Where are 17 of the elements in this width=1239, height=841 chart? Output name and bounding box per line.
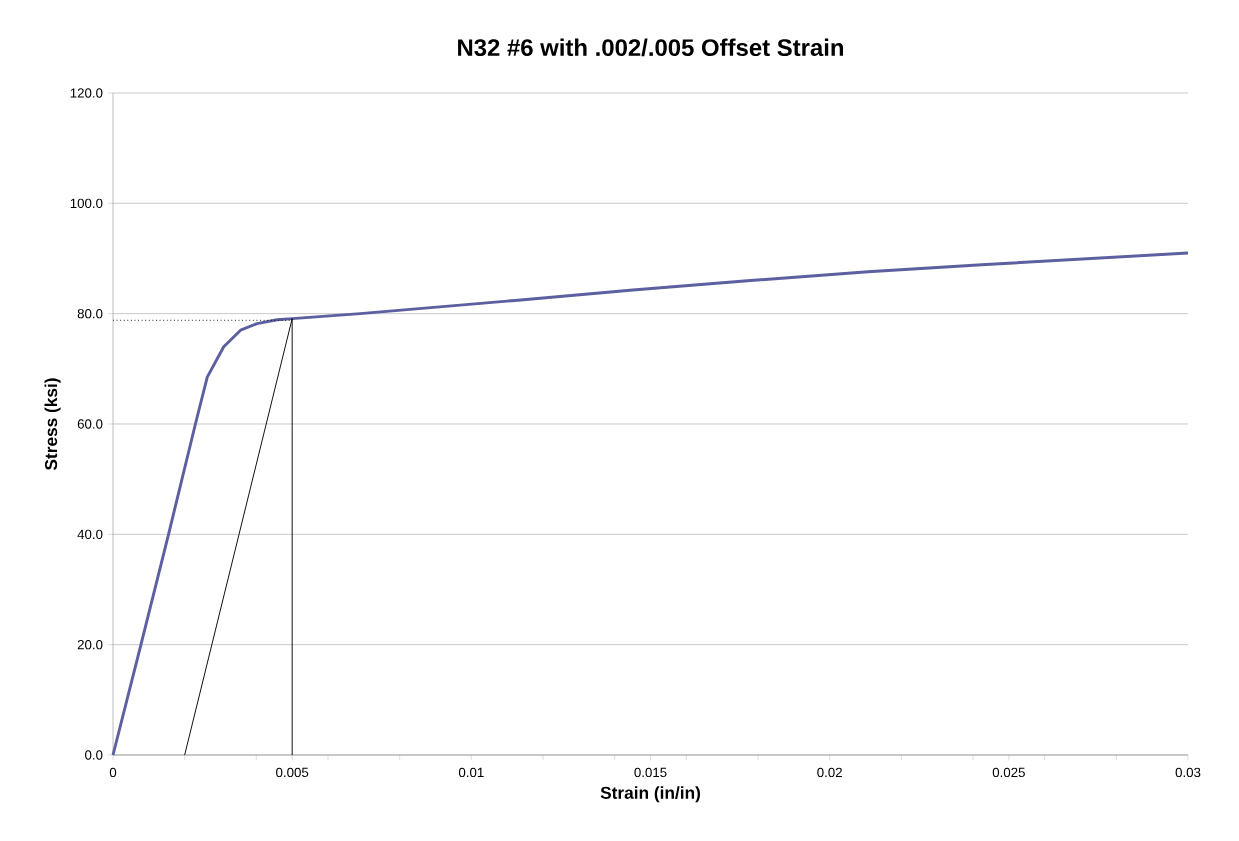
y-tick-label: 0.0 [85, 750, 103, 760]
y-tick-label: 40.0 [77, 529, 103, 540]
x-tick-label: 0.025 [992, 767, 1025, 778]
x-tick-label: 0.03 [1175, 767, 1201, 778]
x-tick-label: 0 [109, 767, 117, 778]
x-axis-title: Strain (in/in) [600, 786, 701, 803]
y-axis-title: Stress (ksi) [44, 378, 61, 471]
y-tick-label: 120.0 [70, 88, 103, 98]
x-tick-label: 0.005 [276, 767, 309, 778]
y-tick-label: 60.0 [77, 419, 103, 429]
x-tick-label: 0.015 [634, 767, 667, 778]
x-tick-label: 0.02 [817, 767, 842, 778]
x-tick-label: 0.01 [458, 767, 484, 778]
y-tick-label: 20.0 [77, 639, 103, 650]
y-tick-label: 100.0 [70, 198, 103, 209]
y-tick-label: 80.0 [77, 308, 103, 319]
chart-title: N32 #6 with .002/.005 Offset Strain [458, 38, 844, 57]
